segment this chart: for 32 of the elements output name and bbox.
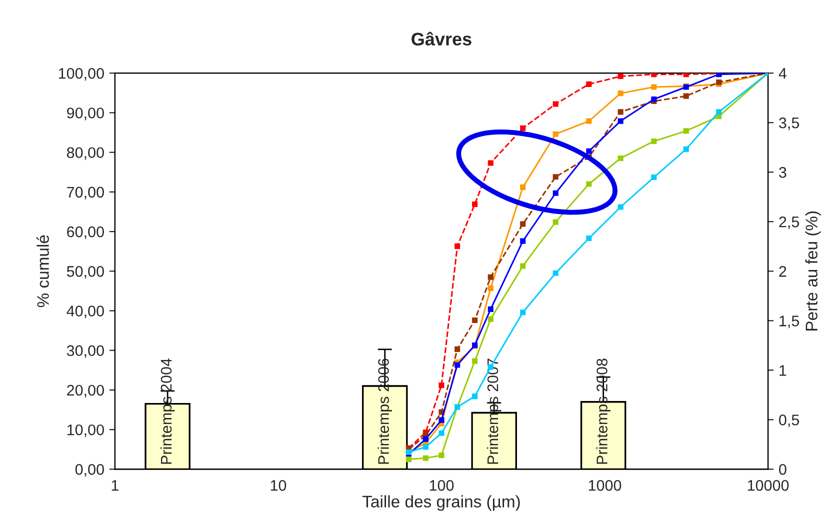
y-tick-label: 90,00 [67,108,104,120]
annotation: Printemps 2008 [596,358,610,464]
y-tick-label: 30,00 [66,345,104,358]
x-tick-label: 10 [270,480,286,491]
y-tick-label: 100,00 [58,68,104,81]
y2-tick-label: 3 [779,167,786,178]
chart-title: Gâvres [412,32,472,46]
x-axis-title: Taille des grains (µm) [362,495,520,511]
x-tick-label: 1 [112,480,118,491]
y2-tick-label: 4 [778,68,786,79]
y-tick-label: 40,00 [66,306,104,318]
annotation: Printemps 2004 [160,358,175,464]
y2-tick-label: 0,5 [779,414,800,428]
y2-tick-label: 3,5 [779,117,800,130]
y2-tick-label: 1,5 [780,316,800,328]
x-tick-label: 100 [430,480,454,491]
y-tick-label: 0,00 [75,464,104,477]
y2-tick-label: 2,5 [779,216,800,230]
y-tick-label: 50,00 [66,266,104,279]
y-tick-label: 60,00 [67,226,104,240]
y2-tick-label: 1 [780,365,786,376]
y-axis-title: % cumulé [36,235,49,308]
annotation: Printemps 2006 [378,358,392,464]
y2-tick-label: 2 [779,266,786,277]
y2-tick-label: 0 [779,464,786,475]
y-tick-label: 10,00 [67,424,104,438]
y-tick-label: 70,00 [67,186,104,200]
y-tick-label: 20,00 [67,384,104,398]
x-tick-label: 10000 [748,480,789,491]
x-tick-label: 1000 [588,480,622,491]
y2-axis-title: Perte au feu (%) [805,212,821,330]
y-tick-label: 80,00 [66,147,104,160]
